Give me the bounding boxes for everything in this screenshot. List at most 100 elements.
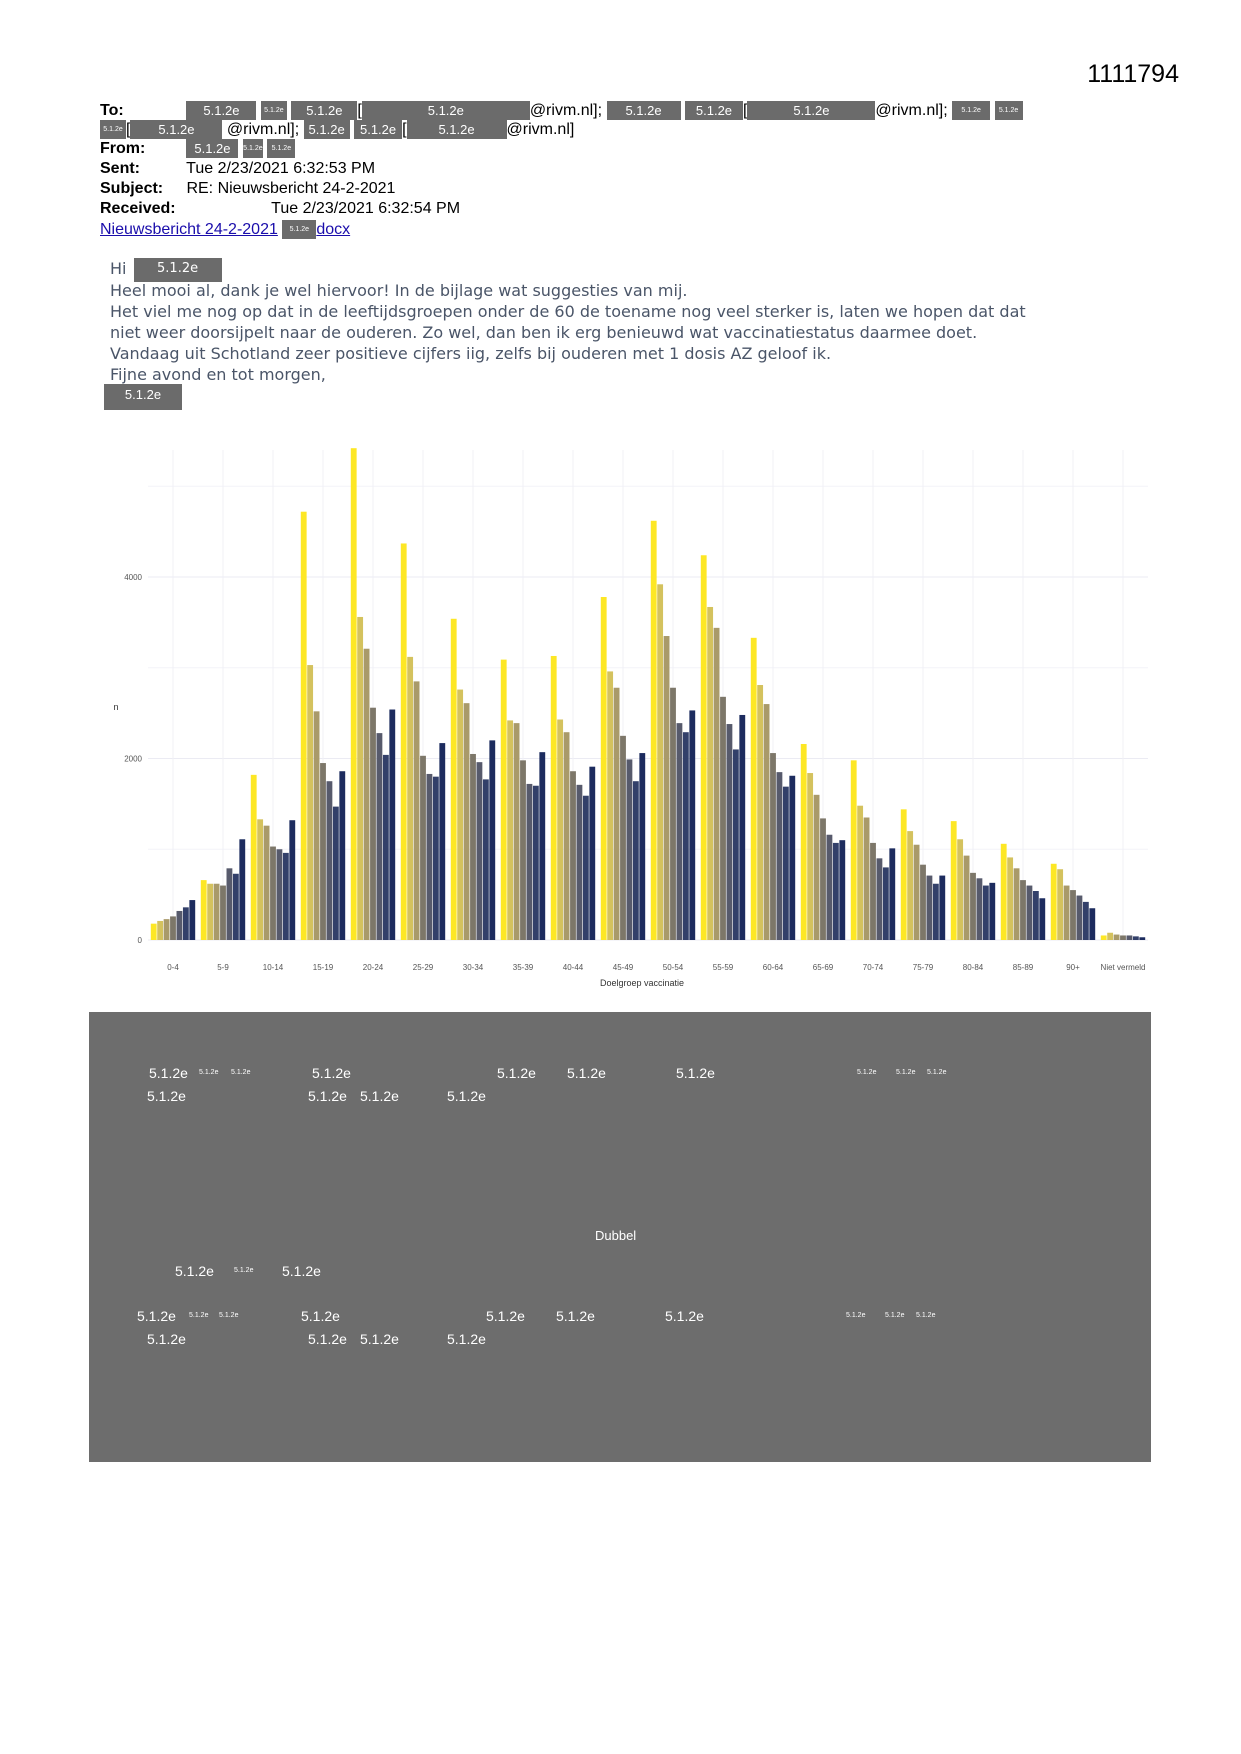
received-value: Tue 2/23/2021 6:32:54 PM	[271, 200, 461, 217]
greeting-line: Hi 5.1.2e	[110, 258, 222, 282]
bar	[950, 821, 957, 940]
x-tick-label: 35-39	[513, 963, 534, 972]
redaction: 5.1.2e	[267, 139, 296, 159]
bar	[1032, 891, 1039, 940]
attachment-link[interactable]: Nieuwsbericht 24-2-2021 5.1.2e docx	[100, 220, 350, 240]
redaction: 5.1.2e	[846, 1312, 866, 1319]
attachment-name[interactable]: Nieuwsbericht 24-2-2021	[100, 221, 278, 238]
bar	[1007, 857, 1014, 940]
bar	[226, 868, 233, 940]
bar	[320, 763, 326, 940]
bar	[707, 606, 714, 940]
bar	[450, 618, 457, 940]
bar	[176, 910, 183, 940]
bar	[1139, 937, 1146, 940]
redaction: 5.1.2e	[927, 1069, 947, 1076]
redaction: 5.1.2e	[147, 1088, 186, 1104]
redaction: 5.1.2e	[219, 1312, 239, 1319]
bar	[389, 709, 396, 940]
bar	[432, 776, 439, 940]
chart-container: 0 2000 4000 0-4 5-9 10-14 15-19 20-24 25-29 30-34…	[98, 438, 1158, 998]
redaction: 5.1.2e	[360, 1088, 399, 1104]
bar	[489, 740, 496, 940]
redaction: 5.1.2e	[186, 101, 257, 121]
bar	[926, 875, 933, 940]
bar	[607, 671, 614, 940]
bar	[889, 848, 896, 940]
bar	[782, 786, 789, 940]
x-tick-label: 85-89	[1013, 963, 1034, 972]
bar-chart: 0 2000 4000 0-4 5-9 10-14 15-19 20-24 25-29 30-34…	[113, 448, 1148, 988]
body-line-2: Het viel me nog op dat in de leeftijdsgr…	[110, 302, 1026, 321]
bar	[732, 749, 739, 940]
bar	[482, 779, 489, 940]
bar	[720, 696, 726, 940]
redaction: 5.1.2e	[149, 1065, 188, 1081]
redaction: 5.1.2e	[175, 1263, 214, 1279]
redaction: 5.1.2e	[360, 1331, 399, 1347]
bar	[232, 873, 239, 940]
redaction: 5.1.2e	[486, 1308, 525, 1324]
redaction: 5.1.2e	[606, 101, 681, 121]
bar	[763, 704, 770, 940]
bar	[1089, 908, 1096, 940]
subject-line: Subject: RE: Nieuwsbericht 24-2-2021	[100, 179, 395, 199]
chart-ticks: 0 2000 4000 0-4 5-9 10-14 15-19 20-24 25-29 30-34…	[124, 573, 1145, 972]
bar	[363, 648, 370, 940]
bar	[326, 781, 333, 940]
bar	[557, 719, 564, 940]
to-line-1: To: 5.1.2e 5.1.2e 5.1.2e[5.1.2e @rivm.nl]…	[100, 101, 1023, 121]
bar	[476, 762, 483, 940]
bar	[770, 753, 776, 940]
redaction: 5.1.2e	[447, 1088, 486, 1104]
bar	[920, 864, 926, 940]
bar	[332, 806, 339, 940]
bar	[582, 795, 589, 940]
bar	[250, 774, 257, 940]
redacted-block: 5.1.2e 5.1.2e 5.1.2e 5.1.2e 5.1.2e 5.1.2…	[89, 1012, 1151, 1462]
redaction: 5.1.2e	[896, 1069, 916, 1076]
subject-value: RE: Nieuwsbericht 24-2-2021	[186, 180, 396, 197]
x-tick-label: 0-4	[167, 963, 179, 972]
sent-line: Sent: Tue 2/23/2021 6:32:53 PM	[100, 159, 375, 179]
redaction: 5.1.2e	[857, 1069, 877, 1076]
bar	[689, 710, 696, 940]
bar	[339, 771, 346, 940]
bar	[757, 685, 764, 940]
redaction: 5.1.2e	[189, 1312, 209, 1319]
x-tick-label: 5-9	[217, 963, 229, 972]
bar	[882, 867, 889, 940]
redaction: 5.1.2e	[312, 1065, 351, 1081]
bar	[263, 825, 270, 940]
attachment-ext[interactable]: docx	[316, 221, 351, 238]
greeting: Hi	[110, 259, 127, 278]
y-tick-label: 4000	[124, 573, 142, 582]
redaction: 5.1.2e	[100, 120, 126, 140]
redaction: 5.1.2e	[916, 1312, 936, 1319]
redaction: 5.1.2e	[885, 1312, 905, 1319]
from-line: From: 5.1.2e 5.1.2e 5.1.2e	[100, 139, 296, 159]
body-line-1: Heel mooi al, dank je wel hiervoor! In d…	[110, 281, 688, 300]
bar	[900, 809, 907, 940]
bar	[1050, 863, 1057, 940]
bar	[282, 852, 289, 940]
bar	[1070, 890, 1076, 940]
bar	[1026, 885, 1033, 940]
bar	[150, 923, 157, 940]
bar	[276, 849, 283, 940]
bar	[876, 858, 883, 940]
signature: 5.1.2e	[104, 384, 182, 410]
bar	[670, 687, 676, 940]
redaction: 5.1.2e	[303, 120, 350, 140]
received-label: Received:	[100, 200, 176, 217]
bar	[313, 711, 320, 940]
document-id: 1111794	[1087, 60, 1179, 88]
bar	[1039, 898, 1046, 940]
bar	[813, 794, 820, 940]
bar	[213, 883, 220, 940]
bar	[500, 659, 507, 940]
bar	[239, 839, 246, 940]
x-tick-label: 70-74	[863, 963, 884, 972]
y-tick-label: 0	[138, 936, 143, 945]
bar	[470, 753, 476, 940]
